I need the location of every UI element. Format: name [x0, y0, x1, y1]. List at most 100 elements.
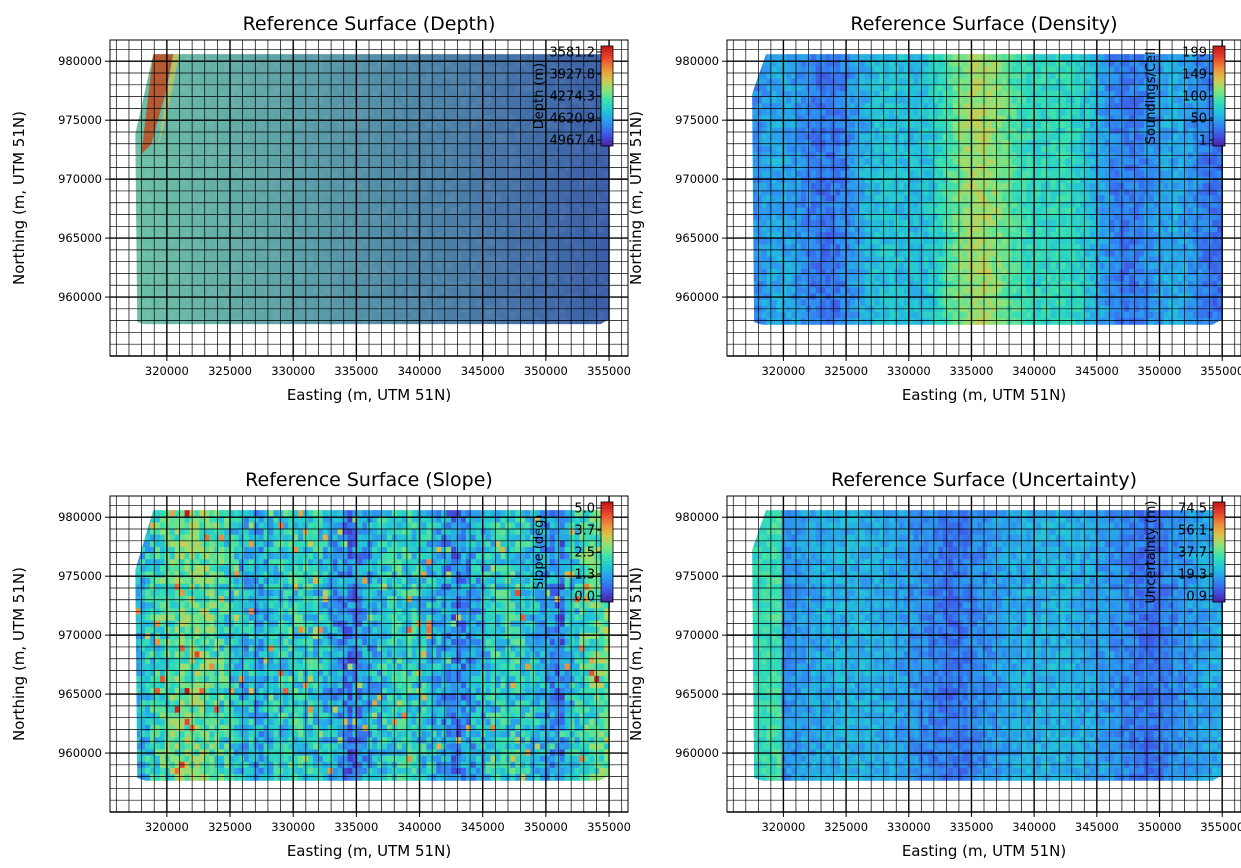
x-tick-label: 340000 [1012, 820, 1056, 834]
y-tick-label: 970000 [58, 628, 102, 642]
plot-title: Reference Surface (Slope) [245, 469, 493, 491]
colorbar-label: Soundings/Cell [1144, 48, 1159, 145]
plot-title: Reference Surface (Density) [850, 13, 1117, 35]
colorbar-tick-label: 4967.4 [550, 134, 596, 149]
shallow-ridge [141, 54, 174, 155]
colorbar-tick-label: 3927.8 [550, 68, 596, 83]
colorbar-tick-label: 0.0 [574, 590, 595, 605]
y-tick-label: 980000 [58, 510, 102, 524]
colorbar-label: Uncertainty (m) [1144, 501, 1159, 604]
y-axis-label: Northing (m, UTM 51N) [10, 111, 28, 285]
y-tick-label: 970000 [675, 172, 719, 186]
x-tick-label: 330000 [271, 820, 315, 834]
x-tick-label: 320000 [145, 364, 189, 378]
y-tick-label: 960000 [58, 290, 102, 304]
x-axis-label: Easting (m, UTM 51N) [902, 386, 1066, 404]
colorbar-tick-label: 4620.9 [550, 112, 596, 127]
y-tick-label: 960000 [675, 290, 719, 304]
y-tick-label: 960000 [675, 746, 719, 760]
plot-title: Reference Surface (Uncertainty) [831, 469, 1137, 491]
x-tick-label: 330000 [271, 364, 315, 378]
colorbar: 74.5 56.1 37.7 19.3 0.9 Uncertainty (m) [1144, 501, 1226, 605]
x-tick-label: 325000 [824, 364, 868, 378]
y-tick-label: 960000 [58, 746, 102, 760]
x-tick-label: 350000 [524, 820, 568, 834]
colorbar-tick-label: 199 [1182, 46, 1207, 61]
colorbar-tick-label: 100 [1182, 90, 1207, 105]
x-tick-label: 335000 [950, 364, 994, 378]
x-tick-label: 345000 [1075, 364, 1119, 378]
colorbar-tick-label: 56.1 [1178, 524, 1207, 539]
y-axis-label: Northing (m, UTM 51N) [627, 111, 645, 285]
colorbar-tick-label: 2.5 [574, 546, 595, 561]
x-tick-label: 355000 [587, 364, 631, 378]
y-tick-label: 970000 [58, 172, 102, 186]
subplot-uncertainty: Reference Surface (Uncertainty) 320000 325… [627, 469, 1241, 860]
colorbar-tick-label: 74.5 [1178, 502, 1207, 517]
colorbar-tick-label: 19.3 [1178, 568, 1207, 583]
x-tick-label: 325000 [824, 820, 868, 834]
x-tick-label: 345000 [461, 820, 505, 834]
x-tick-label: 355000 [587, 820, 631, 834]
colorbar-tick-label: 4274.3 [550, 90, 596, 105]
colorbar-tick-label: 3.7 [574, 524, 595, 539]
x-tick-label: 330000 [887, 820, 931, 834]
colorbar-label: Slope (deg) [532, 515, 547, 590]
colorbar-label: Depth (m) [532, 63, 547, 130]
colorbar-tick-label: 0.9 [1186, 590, 1207, 605]
subplot-density: Reference Surface (Density) 320000 325000 3… [627, 13, 1241, 404]
y-tick-label: 965000 [675, 687, 719, 701]
x-tick-label: 340000 [398, 364, 442, 378]
x-tick-label: 335000 [334, 820, 378, 834]
y-axis-label: Northing (m, UTM 51N) [10, 567, 28, 741]
colorbar-tick-label: 50 [1190, 112, 1207, 127]
x-tick-label: 320000 [761, 364, 805, 378]
colorbar: 5.0 3.7 2.5 1.3 0.0 Slope (deg) [532, 502, 614, 605]
colorbar-tick-label: 37.7 [1178, 546, 1207, 561]
x-tick-label: 340000 [398, 820, 442, 834]
grid-lines [727, 496, 1241, 813]
y-tick-label: 975000 [675, 113, 719, 127]
y-tick-label: 980000 [58, 54, 102, 68]
y-tick-label: 965000 [58, 687, 102, 701]
colorbar: 199 149 100 50 1 Soundings/Cell [1144, 46, 1226, 149]
x-tick-label: 335000 [950, 820, 994, 834]
grid-lines [110, 40, 628, 357]
x-tick-label: 350000 [524, 364, 568, 378]
colorbar-tick-label: 149 [1182, 68, 1207, 83]
x-tick-label: 355000 [1200, 364, 1241, 378]
colorbar-tick-label: 1 [1199, 134, 1207, 149]
x-tick-label: 350000 [1138, 820, 1182, 834]
x-tick-label: 340000 [1012, 364, 1056, 378]
x-tick-label: 325000 [208, 820, 252, 834]
x-axis-label: Easting (m, UTM 51N) [287, 386, 451, 404]
x-tick-label: 330000 [887, 364, 931, 378]
colorbar-tick-label: 5.0 [574, 502, 595, 517]
x-tick-label: 345000 [461, 364, 505, 378]
grid-lines [727, 40, 1241, 357]
plot-title: Reference Surface (Depth) [243, 13, 496, 35]
y-tick-label: 975000 [58, 569, 102, 583]
x-axis-label: Easting (m, UTM 51N) [287, 842, 451, 860]
grid-lines [110, 496, 628, 813]
y-tick-label: 965000 [58, 231, 102, 245]
x-tick-label: 350000 [1138, 364, 1182, 378]
y-tick-label: 980000 [675, 54, 719, 68]
x-tick-label: 325000 [208, 364, 252, 378]
colorbar-tick-label: 1.3 [574, 568, 595, 583]
y-tick-label: 975000 [675, 569, 719, 583]
y-tick-label: 975000 [58, 113, 102, 127]
axes-frame [109, 495, 629, 813]
y-tick-label: 970000 [675, 628, 719, 642]
y-tick-label: 980000 [675, 510, 719, 524]
y-axis-label: Northing (m, UTM 51N) [627, 567, 645, 741]
y-tick-label: 965000 [675, 231, 719, 245]
x-tick-label: 320000 [145, 820, 189, 834]
x-tick-label: 320000 [761, 820, 805, 834]
subplot-depth: Reference Surface (Depth) 320000 325000 330… [10, 13, 631, 404]
axes-frame [726, 495, 1241, 813]
x-tick-label: 345000 [1075, 820, 1119, 834]
x-tick-label: 335000 [334, 364, 378, 378]
